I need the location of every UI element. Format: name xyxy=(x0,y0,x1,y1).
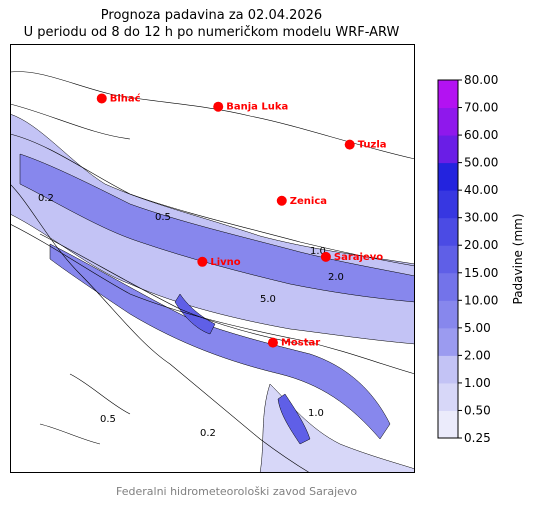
colorbar-tick-label: 70.00 xyxy=(464,101,498,115)
city-label: Sarajevo xyxy=(334,252,383,263)
colorbar-tick-label: 5.00 xyxy=(464,321,491,335)
colorbar-segment xyxy=(438,300,458,329)
city-label: Livno xyxy=(210,257,240,268)
colorbar-segment xyxy=(438,410,458,439)
precip-band-medium xyxy=(19,153,415,445)
svg-text:2.0: 2.0 xyxy=(328,272,344,283)
colorbar-tick-label: 30.00 xyxy=(464,211,498,225)
colorbar-tick-label: 0.50 xyxy=(464,403,491,417)
svg-text:0.5: 0.5 xyxy=(155,212,171,223)
city-marker xyxy=(197,256,208,267)
svg-text:1.0: 1.0 xyxy=(308,408,324,419)
city-marker xyxy=(213,101,224,112)
colorbar-segment xyxy=(438,162,458,191)
city-marker xyxy=(96,93,107,104)
colorbar-tick-label: 0.25 xyxy=(464,431,491,445)
precipitation-map: 0.2 0.5 1.0 2.0 5.0 0.2 0.5 1.0 Bihać Ban… xyxy=(10,44,415,473)
city-label: Tuzla xyxy=(358,140,387,151)
city-marker xyxy=(276,195,287,206)
colorbar-segment xyxy=(438,272,458,301)
svg-text:0.2: 0.2 xyxy=(38,193,54,204)
colorbar-segment xyxy=(438,382,458,411)
city-label: Banja Luka xyxy=(226,102,288,113)
colorbar-tick-label: 10.00 xyxy=(464,293,498,307)
colorbar-tick-label: 2.00 xyxy=(464,348,491,362)
chart-subtitle: U periodu od 8 do 12 h po numeričkom mod… xyxy=(23,25,400,40)
svg-text:5.0: 5.0 xyxy=(260,294,276,305)
colorbar-segment xyxy=(438,327,458,356)
svg-text:1.0: 1.0 xyxy=(310,246,326,257)
colorbar-tick-label: 1.00 xyxy=(464,376,491,390)
colorbar-tick-label: 20.00 xyxy=(464,238,498,252)
colorbar-tick-label: 40.00 xyxy=(464,183,498,197)
colorbar-tick-label: 50.00 xyxy=(464,156,498,170)
colorbar-segment xyxy=(438,190,458,219)
svg-text:0.5: 0.5 xyxy=(100,414,116,425)
city-label: Mostar xyxy=(281,338,320,349)
city-markers: Bihać Banja Luka Tuzla Zenica Sarajevo Livno M… xyxy=(96,92,387,349)
colorbar-segment xyxy=(438,80,458,109)
footer-credit: Federalni hidrometeorološki zavod Saraje… xyxy=(116,485,358,498)
colorbar-segment xyxy=(438,217,458,246)
colorbar: 0.25 0.50 1.00 2.00 5.00 10.00 15.00 20.00 30.00… xyxy=(437,73,525,445)
colorbar-segment xyxy=(438,135,458,164)
colorbar-tick-label: 60.00 xyxy=(464,128,498,142)
colorbar-tick-label: 15.00 xyxy=(464,266,498,280)
city-marker xyxy=(344,139,355,150)
colorbar-frame xyxy=(437,79,459,439)
precip-contour-lines xyxy=(10,133,415,375)
colorbar-label: Padavine (mm) xyxy=(511,213,525,304)
coastline xyxy=(10,71,415,473)
contour-labels: 0.2 0.5 1.0 2.0 5.0 0.2 0.5 1.0 xyxy=(38,193,344,439)
city-label: Bihać xyxy=(110,92,141,104)
colorbar-tick-label: 80.00 xyxy=(464,73,498,87)
city-label: Zenica xyxy=(290,196,327,207)
colorbar-segment xyxy=(438,355,458,384)
city-marker xyxy=(320,251,331,262)
colorbar-segment xyxy=(438,107,458,136)
svg-text:0.2: 0.2 xyxy=(200,428,216,439)
colorbar-segment xyxy=(438,245,458,274)
city-marker xyxy=(267,337,278,348)
chart-title: Prognoza padavina za 02.04.2026 xyxy=(100,8,323,23)
